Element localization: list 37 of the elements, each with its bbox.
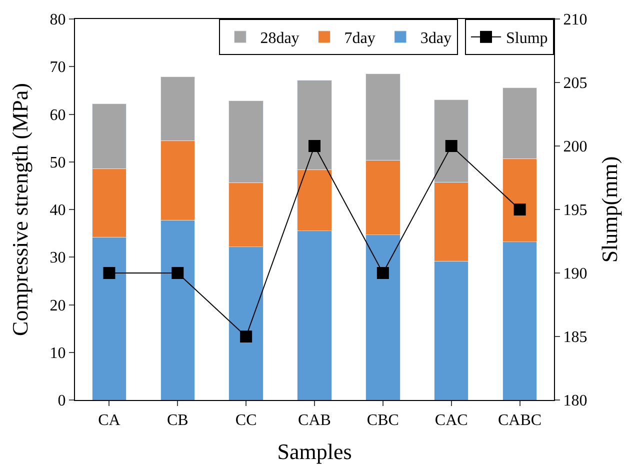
x-tick-label: CABC [498,412,542,430]
x-tick-label: CAC [434,412,468,430]
y-tick-label: 20 [50,297,66,314]
point [376,267,389,279]
point [514,204,526,216]
point [240,330,252,342]
y-tick-label: 80 [50,12,66,29]
y-tick-label: 70 [50,59,66,76]
y2-tick-label: 180 [563,392,588,410]
point [308,140,320,152]
y2-tick-label: 195 [563,202,588,220]
x-tick-label: CAB [298,412,331,430]
point [445,140,458,152]
y2-tick-label: 200 [563,138,588,156]
y-tick-label: 60 [50,106,66,124]
x-axis-title: Samples [277,439,352,464]
x-tick-label: CB [166,412,188,430]
x-tick-label: CBC [366,412,399,430]
y2-tick-label: 190 [563,266,588,283]
y-tick-label: 40 [50,202,66,220]
y-tick-label: 50 [50,154,66,172]
y2-tick-label: 210 [563,12,588,29]
x-tick-label: CC [235,412,257,430]
y2-tick-label: 185 [563,329,588,346]
y-tick-label: 0 [58,392,66,410]
legend-label: 28day [260,30,300,48]
legend-label: 3day [420,30,452,48]
point [172,267,184,279]
y-axis-title: Compressive strength (MPa) [8,83,33,336]
point [103,267,116,279]
legend-label: Slump [506,30,548,48]
y-tick-label: 10 [50,344,66,362]
y-tick-label: 30 [50,250,66,267]
x-tick-label: CA [98,412,121,430]
y2-tick-label: 205 [563,75,588,92]
legend-label: 7day [344,30,376,48]
y2-axis-title: Slump(mm) [597,156,622,263]
